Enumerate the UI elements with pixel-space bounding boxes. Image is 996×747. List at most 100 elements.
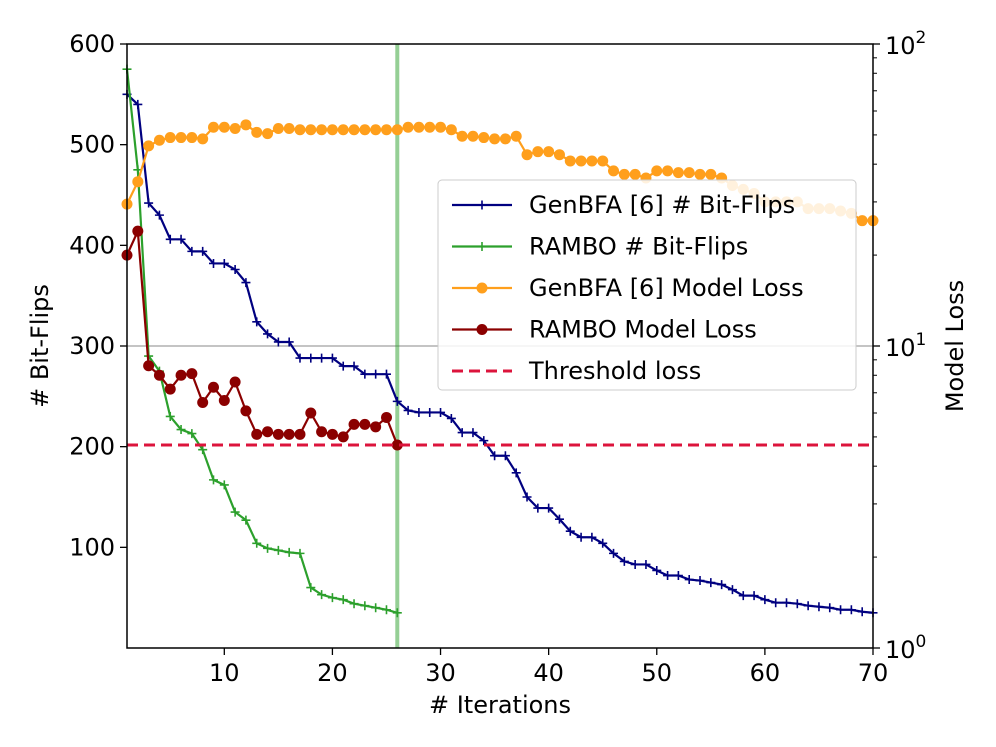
data-point-2-37: [521, 149, 533, 161]
data-point-2-68: [856, 215, 868, 227]
data-point-0-17: [306, 353, 316, 363]
data-point-1-9: [219, 480, 229, 490]
data-point-3-22: [359, 418, 371, 430]
legend-label-1: RAMBO # Bit-Flips: [529, 233, 748, 261]
x-tick-label: 20: [317, 659, 348, 687]
data-point-2-29: [435, 121, 447, 133]
data-point-2-6: [186, 132, 198, 144]
data-point-0-32: [468, 428, 478, 438]
data-point-0-46: [619, 556, 629, 566]
data-point-1-20: [338, 595, 348, 605]
data-point-3-24: [380, 411, 392, 423]
data-point-0-48: [641, 559, 651, 569]
data-point-1-25: [392, 608, 402, 618]
data-point-1-22: [360, 601, 370, 611]
data-point-0-29: [436, 407, 446, 417]
data-point-2-44: [597, 155, 609, 167]
data-point-2-53: [694, 168, 706, 180]
data-point-2-47: [629, 168, 641, 180]
data-point-0-25: [392, 396, 402, 406]
data-point-0-47: [630, 559, 640, 569]
series-line-0: [126, 93, 874, 614]
data-point-3-4: [164, 383, 176, 395]
legend-box: [437, 179, 857, 391]
data-point-0-22: [360, 369, 370, 379]
data-point-3-23: [370, 421, 382, 433]
data-point-3-20: [337, 431, 349, 443]
data-point-2-32: [467, 130, 479, 142]
data-point-2-33: [478, 132, 490, 144]
legend: GenBFA [6] # Bit-Flips RAMBO # Bit-Flips G…: [437, 179, 857, 391]
data-point-2-27: [413, 121, 425, 133]
data-point-3-21: [348, 418, 360, 430]
data-point-3-6: [186, 368, 198, 380]
data-point-2-45: [608, 165, 620, 177]
data-point-0-51: [673, 571, 683, 581]
data-point-2-11: [240, 119, 252, 131]
data-point-0-15: [284, 337, 294, 347]
data-point-3-14: [272, 428, 284, 440]
data-point-0-38: [533, 503, 543, 513]
data-point-2-22: [359, 124, 371, 136]
data-point-0-59: [760, 595, 770, 605]
data-point-1-24: [381, 605, 391, 615]
data-point-2-16: [294, 124, 306, 136]
data-point-3-3: [153, 369, 165, 381]
data-point-0-36: [511, 468, 521, 478]
x-tick-label: 10: [209, 659, 240, 687]
data-point-2-2: [143, 140, 155, 152]
data-point-0-66: [836, 605, 846, 615]
y-right-tick-label: 102: [885, 28, 926, 60]
legend-label-3: RAMBO Model Loss: [529, 316, 757, 344]
data-point-0-45: [609, 548, 619, 558]
data-point-3-17: [305, 407, 317, 419]
data-point-1-4: [165, 411, 175, 421]
data-point-2-15: [283, 123, 295, 135]
data-point-0-34: [490, 451, 500, 461]
data-point-3-19: [326, 428, 338, 440]
data-point-0-42: [576, 532, 586, 542]
data-point-2-34: [489, 133, 501, 145]
data-point-2-42: [575, 155, 587, 167]
data-point-2-51: [672, 167, 684, 179]
data-point-1-6: [187, 429, 197, 439]
data-point-0-55: [717, 580, 727, 590]
data-point-2-40: [553, 149, 565, 161]
data-point-0-18: [317, 353, 327, 363]
legend-label-4: Threshold loss: [528, 357, 701, 385]
data-point-2-19: [326, 124, 338, 136]
data-point-1-16: [295, 548, 305, 558]
data-point-2-30: [445, 124, 457, 136]
data-point-0-65: [825, 603, 835, 613]
data-point-2-23: [370, 124, 382, 136]
x-tick-label: 60: [750, 659, 781, 687]
data-point-2-43: [586, 155, 598, 167]
data-point-0-53: [695, 576, 705, 586]
y-left-tick-label: 200: [69, 433, 115, 461]
x-axis-title: # Iterations: [429, 691, 571, 719]
data-point-0-35: [500, 451, 510, 461]
data-point-2-21: [348, 124, 360, 136]
data-point-0-39: [544, 503, 554, 513]
data-point-0-7: [198, 246, 208, 256]
data-point-3-10: [229, 376, 241, 388]
data-point-3-8: [207, 381, 219, 393]
legend-label-0: GenBFA [6] # Bit-Flips: [529, 191, 795, 219]
data-point-3-5: [175, 369, 187, 381]
y-left-tick-label: 300: [69, 332, 115, 360]
data-point-1-19: [327, 593, 337, 603]
data-point-0-58: [749, 591, 759, 601]
data-point-2-31: [456, 130, 468, 142]
data-point-0-10: [230, 264, 240, 274]
x-tick-label: 40: [533, 659, 564, 687]
data-point-0-6: [187, 246, 197, 256]
data-point-2-28: [424, 121, 436, 133]
y-left-tick-label: 500: [69, 131, 115, 159]
data-point-2-1: [132, 176, 144, 188]
y-left-tick-label: 600: [69, 30, 115, 58]
data-point-1-14: [273, 545, 283, 555]
series-3: [121, 225, 403, 451]
data-point-1-5: [176, 425, 186, 435]
data-point-2-20: [337, 124, 349, 136]
data-point-3-9: [218, 394, 230, 406]
